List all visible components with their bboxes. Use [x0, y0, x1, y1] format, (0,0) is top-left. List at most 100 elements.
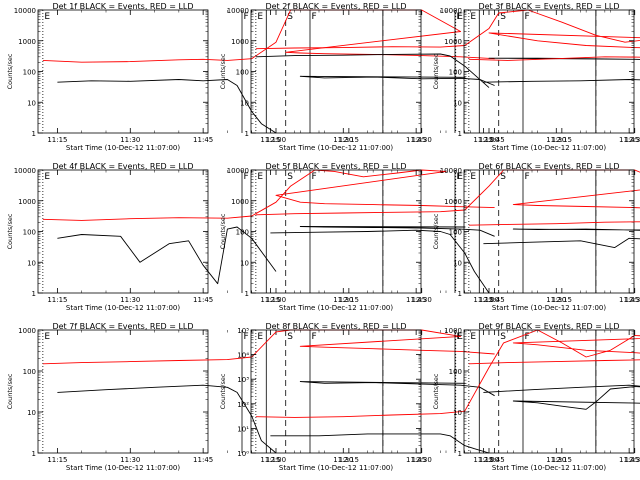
x-tick-label: 12:15	[339, 136, 359, 144]
panel-title: Det 6f BLACK = Events, RED = LLD	[478, 162, 619, 171]
marker-label: E	[44, 12, 50, 22]
panel-title: Det 5f BLACK = Events, RED = LLD	[265, 162, 406, 171]
events-series-line	[57, 75, 495, 134]
x-tick-label: 11:45	[619, 296, 639, 304]
y-tick-label: 10000	[440, 167, 462, 175]
x-tick-label: 12:00	[266, 456, 286, 464]
y-tick-label: 1000	[444, 198, 462, 206]
x-tick-label: 11:15	[473, 136, 493, 144]
panel-1: Det 1f BLACK = Events, RED = LLD 1 10 100 10…	[6, 2, 505, 152]
x-tick-label: 12:15	[339, 456, 359, 464]
y-tick-label: 100	[449, 229, 462, 237]
panel-title: Det 4f BLACK = Events, RED = LLD	[52, 162, 193, 171]
marker-label: E	[257, 332, 263, 342]
panel-6: Det 6f BLACK = Events, RED = LLD 1 10 100 10…	[432, 162, 640, 312]
x-tick-label: 12:00	[479, 136, 499, 144]
x-axis-label: Start Time (10-Dec-12 11:07:00)	[492, 144, 606, 152]
events-series-line	[270, 228, 640, 294]
x-tick-label: 12:30	[625, 456, 640, 464]
events-series-line	[255, 53, 640, 88]
marker-label: F	[312, 172, 317, 182]
lld-series-line	[42, 329, 495, 365]
x-tick-label: 11:45	[619, 136, 639, 144]
lld-series-line	[468, 221, 640, 226]
x-tick-label: 12:30	[412, 296, 432, 304]
x-tick-label: 11:30	[546, 456, 566, 464]
x-axis-label: Start Time (10-Dec-12 11:07:00)	[492, 464, 606, 472]
lld-series-line	[42, 169, 495, 221]
events-series-line	[270, 386, 640, 454]
x-tick-label: 12:45	[484, 136, 504, 144]
y-tick-label: 10⁴	[237, 352, 249, 360]
x-tick-label: 11:15	[47, 296, 67, 304]
y-tick-label: 10³	[237, 376, 249, 384]
x-tick-label: 11:30	[333, 136, 353, 144]
marker-label: F	[525, 332, 530, 342]
marker-label: S	[500, 172, 506, 182]
y-tick-label: 10	[240, 99, 249, 107]
y-axis-label: Counts/sec	[6, 213, 14, 249]
x-tick-label: 12:15	[552, 136, 572, 144]
plot-frame	[250, 329, 422, 454]
marker-label: F	[457, 332, 462, 342]
y-tick-label: 1000	[18, 327, 36, 335]
y-tick-label: 1	[32, 290, 36, 298]
y-tick-label: 100	[23, 69, 36, 77]
y-axis-label: Counts/sec	[6, 373, 14, 409]
plot-frame	[463, 169, 635, 294]
x-tick-label: 12:15	[552, 456, 572, 464]
events-series-line	[483, 79, 640, 83]
marker-label: E	[457, 172, 463, 182]
x-tick-label: 11:15	[260, 456, 280, 464]
events-series-line	[483, 237, 640, 249]
plot-frame	[37, 9, 209, 134]
marker-label: F	[244, 172, 249, 182]
marker-label: S	[500, 12, 506, 22]
x-axis-label: Start Time (10-Dec-12 11:07:00)	[279, 144, 393, 152]
marker-label: F	[244, 332, 249, 342]
x-tick-label: 11:30	[120, 456, 140, 464]
x-axis-label: Start Time (10-Dec-12 11:07:00)	[66, 144, 180, 152]
marker-label: F	[312, 12, 317, 22]
x-tick-label: 11:30	[546, 296, 566, 304]
marker-label: E	[44, 332, 50, 342]
lld-series-line	[255, 9, 640, 50]
x-axis-label: Start Time (10-Dec-12 11:07:00)	[279, 464, 393, 472]
panel-title: Det 7f BLACK = Events, RED = LLD	[52, 322, 193, 331]
plot-frame	[250, 169, 422, 294]
y-tick-label: 10000	[227, 7, 249, 15]
y-tick-label: 10000	[14, 167, 36, 175]
panel-5: Det 5f BLACK = Events, RED = LLD 1 10 100 10…	[219, 162, 640, 312]
y-tick-label: 1	[458, 290, 462, 298]
x-tick-label: 11:30	[546, 136, 566, 144]
y-axis-label: Counts/sec	[219, 53, 227, 89]
panel-title: Det 9f BLACK = Events, RED = LLD	[478, 322, 619, 331]
panel-8: Det 8f BLACK = Events, RED = LLD 10⁰ 10¹ 10…	[219, 322, 640, 472]
y-tick-label: 100	[449, 69, 462, 77]
x-tick-label: 11:30	[120, 296, 140, 304]
y-axis-label: Counts/sec	[219, 373, 227, 409]
y-tick-label: 1	[32, 450, 36, 458]
x-axis-label: Start Time (10-Dec-12 11:07:00)	[279, 304, 393, 312]
marker-label: E	[257, 172, 263, 182]
marker-label: S	[287, 332, 293, 342]
y-tick-label: 1	[458, 450, 462, 458]
y-tick-label: 10⁵	[237, 327, 249, 335]
y-tick-label: 10⁰	[237, 450, 249, 458]
marker-label: F	[312, 332, 317, 342]
marker-label: E	[457, 12, 463, 22]
y-axis-label: Counts/sec	[219, 213, 227, 249]
y-tick-label: 1000	[444, 38, 462, 46]
x-tick-label: 11:45	[193, 296, 213, 304]
x-tick-label: 12:15	[552, 296, 572, 304]
x-tick-label: 11:45	[406, 136, 426, 144]
x-tick-label: 12:00	[266, 296, 286, 304]
panel-4: Det 4f BLACK = Events, RED = LLD 1 10 100 10…	[6, 162, 505, 312]
lld-series-line	[468, 56, 640, 61]
x-tick-label: 11:45	[406, 456, 426, 464]
y-tick-label: 10000	[440, 7, 462, 15]
x-tick-label: 11:15	[473, 296, 493, 304]
y-tick-label: 1000	[231, 198, 249, 206]
marker-label: F	[244, 12, 249, 22]
lld-series-line	[468, 359, 640, 365]
